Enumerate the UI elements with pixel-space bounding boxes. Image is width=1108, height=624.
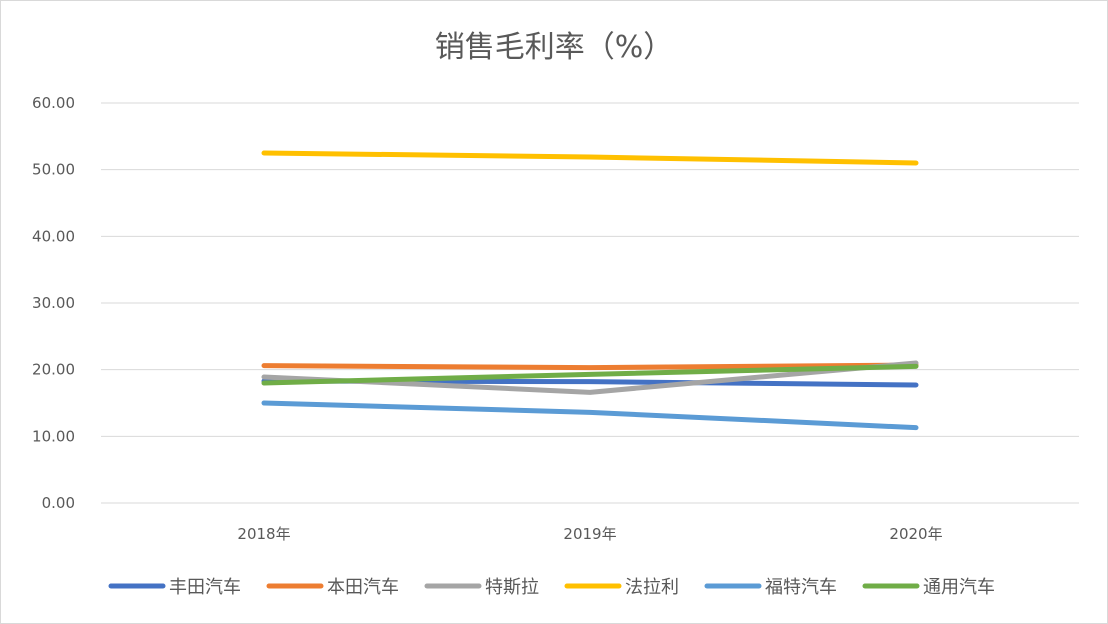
series-line-2 — [261, 362, 919, 371]
legend-item: 本田汽车 — [266, 577, 399, 598]
legend-label: 福特汽车 — [765, 577, 837, 598]
legend-item: 特斯拉 — [424, 577, 539, 598]
y-tick-label: 20.00 — [32, 361, 75, 379]
y-tick-label: 10.00 — [32, 427, 75, 445]
legend-item: 通用汽车 — [862, 577, 995, 598]
gridlines — [101, 102, 1079, 504]
series-lines — [261, 150, 919, 431]
series-line-6 — [261, 363, 919, 386]
legend-label: 通用汽车 — [923, 577, 995, 598]
x-tick-label: 2019年 — [563, 525, 616, 543]
legend-item: 丰田汽车 — [108, 577, 241, 598]
series-line-4 — [261, 150, 919, 166]
y-tick-label: 0.00 — [42, 494, 75, 512]
legend-label: 特斯拉 — [485, 577, 539, 598]
legend-item: 福特汽车 — [704, 577, 837, 598]
y-axis-ticks: 0.00 10.00 20.00 30.00 40.00 50.00 60.00 — [32, 94, 75, 512]
chart-title: 销售毛利率（%） — [435, 30, 674, 65]
x-axis-ticks: 2018年 2019年 2020年 — [237, 525, 942, 543]
y-tick-label: 40.00 — [32, 227, 75, 245]
legend-label: 本田汽车 — [327, 577, 399, 598]
x-tick-label: 2020年 — [889, 525, 942, 543]
y-tick-label: 30.00 — [32, 294, 75, 312]
y-tick-label: 50.00 — [32, 161, 75, 179]
series-line-5 — [261, 400, 919, 431]
legend-label: 丰田汽车 — [169, 577, 241, 598]
legend: 丰田汽车 本田汽车 特斯拉 法拉利 福特汽车 通用汽车 — [108, 577, 995, 598]
x-tick-label: 2018年 — [237, 525, 290, 543]
legend-item: 法拉利 — [564, 577, 679, 598]
y-tick-label: 60.00 — [32, 94, 75, 112]
legend-label: 法拉利 — [625, 577, 679, 598]
